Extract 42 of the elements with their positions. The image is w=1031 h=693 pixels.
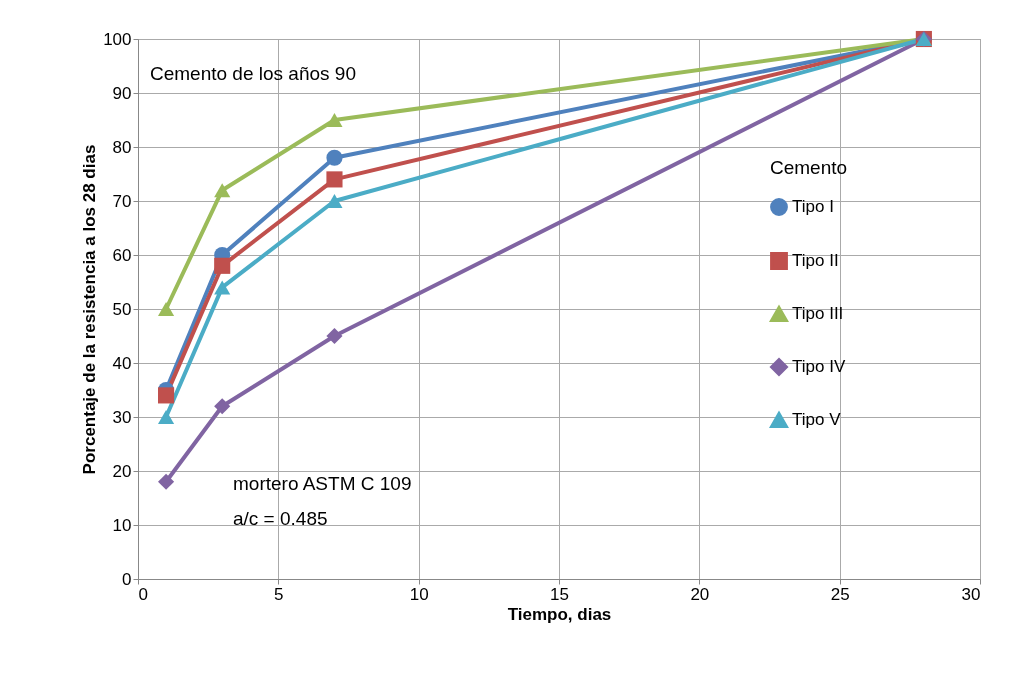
x-tick-label: 0 [138, 584, 148, 604]
y-axis-title: Porcentaje de la resistencia a los 28 dias [80, 144, 100, 475]
y-tick-label: 30 [112, 407, 132, 427]
x-tick-label: 25 [830, 584, 850, 604]
point [326, 171, 343, 188]
legend-title: Cemento [770, 157, 848, 178]
annotation: Cemento de los años 90 [150, 63, 356, 84]
point [214, 280, 231, 295]
x-axis-title: Tiempo, dias [507, 604, 612, 624]
x-tick-label: 10 [409, 584, 429, 604]
y-tick-label: 20 [112, 461, 132, 481]
legend-label: Tipo II [792, 251, 839, 270]
y-tick-label: 0 [122, 569, 132, 589]
x-tick-label: 15 [550, 584, 569, 604]
point [158, 410, 175, 424]
point [158, 387, 175, 404]
point [214, 398, 231, 415]
point [214, 183, 231, 198]
y-tick-label: 70 [112, 191, 132, 211]
y-tick-label: 90 [112, 83, 132, 103]
point [158, 302, 175, 316]
point [214, 257, 231, 274]
y-tick-label: 60 [112, 245, 132, 265]
y-tick-label: 40 [112, 353, 132, 373]
legend-label: Tipo III [792, 304, 844, 323]
point [326, 113, 343, 127]
y-tick-label: 50 [112, 299, 132, 319]
point [158, 473, 175, 490]
y-tick-label: 100 [103, 29, 132, 49]
legend-label: Tipo I [792, 197, 834, 216]
x-tick-label: 5 [274, 584, 284, 604]
point [326, 327, 343, 345]
x-tick-label: 30 [961, 584, 981, 604]
annotation: mortero ASTM C 109 [233, 473, 412, 494]
point [326, 149, 343, 166]
legend-label: Tipo V [792, 410, 842, 429]
legend-label: Tipo IV [792, 357, 846, 376]
x-tick-label: 20 [690, 584, 710, 604]
y-tick-label: 80 [112, 137, 132, 157]
point [326, 194, 343, 208]
annotation: a/c = 0.485 [233, 508, 328, 529]
y-tick-label: 10 [112, 515, 132, 535]
